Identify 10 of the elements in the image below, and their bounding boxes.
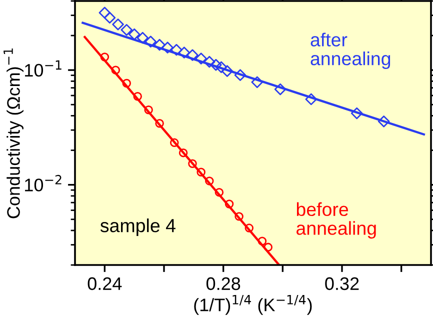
- x-axis-title: (1/T)$^{1/4}$ (K$^{−1/4}$): [194, 295, 312, 315]
- x-tick-label: 0.24: [88, 277, 122, 290]
- annotation: after annealing: [310, 32, 390, 69]
- y-tick-label: 10$^{−2}$: [25, 174, 62, 192]
- x-tick-label: 0.28: [206, 277, 240, 290]
- annotation: before annealing: [296, 202, 376, 239]
- y-tick-label: 10$^{−1}$: [25, 60, 62, 77]
- y-axis-title: Conductivity (Ωcm)$^{−1}$: [4, 48, 24, 218]
- annotation: sample 4: [100, 218, 176, 236]
- x-tick-label: 0.32: [325, 277, 359, 290]
